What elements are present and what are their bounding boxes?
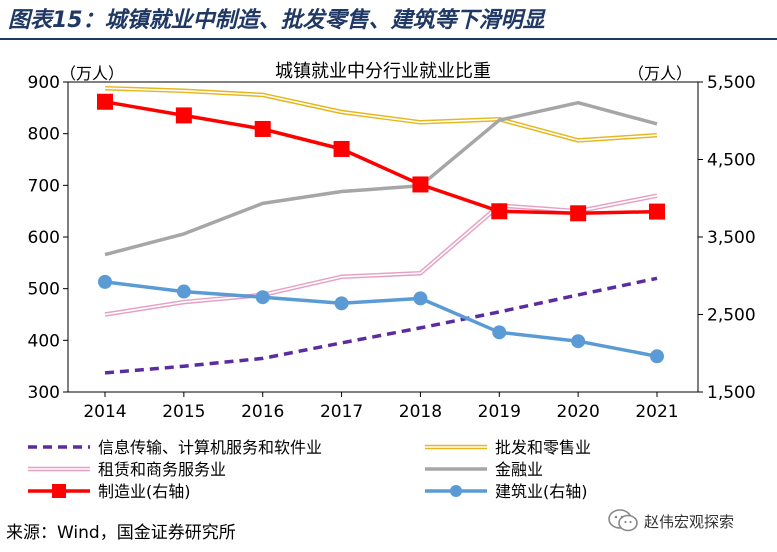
left-axis-tick-label: 900 — [28, 73, 60, 93]
figure-title: 图表15：城镇就业中制造、批发零售、建筑等下滑明显 — [8, 8, 545, 33]
data-point-circle — [255, 290, 270, 305]
legend-marker-circle — [450, 485, 462, 497]
right-axis-tick-label: 3,500 — [707, 228, 756, 248]
legend-label: 信息传输、计算机服务和软件业 — [98, 438, 322, 457]
series-layer — [97, 85, 665, 375]
series-line — [104, 100, 658, 216]
series-manufacturing — [97, 93, 665, 222]
series-construction — [98, 274, 664, 364]
left-axis-tick-label: 500 — [28, 280, 60, 300]
legend-label: 批发和零售业 — [495, 438, 591, 457]
legend-label: 建筑业(右轴) — [495, 482, 588, 501]
data-point-circle — [413, 291, 428, 306]
series-leasing — [104, 193, 658, 317]
legend-item-construction: 建筑业(右轴) — [425, 482, 588, 501]
x-axis-tick-label: 2021 — [635, 402, 678, 422]
chart-title: 城镇就业中分行业就业比重 — [275, 61, 491, 82]
left-axis-tick-label: 300 — [28, 383, 60, 403]
data-point-square — [491, 203, 508, 220]
data-point-circle — [571, 334, 586, 349]
right-axis-tick-label: 1,500 — [707, 383, 756, 403]
x-axis-tick-label: 2014 — [83, 402, 126, 422]
left-axis-tick-label: 400 — [28, 331, 60, 351]
wechat-icon — [608, 509, 638, 532]
series-line — [104, 276, 658, 375]
legend-marker-square — [52, 484, 66, 498]
data-point-circle — [492, 325, 507, 340]
brand-watermark: 赵伟宏观探索 — [608, 506, 734, 536]
legend-label: 金融业 — [495, 460, 543, 479]
axes: 300 400 500 600 700 800 900 1,500 2,500 3,500 4,50… — [28, 73, 756, 422]
series-info_tech — [104, 276, 658, 375]
series-line-inner — [104, 194, 658, 316]
series-finance — [104, 100, 658, 257]
data-point-circle — [176, 284, 191, 299]
data-point-square — [412, 176, 429, 193]
data-point-circle — [98, 274, 112, 289]
legend-item-leasing: 租赁和商务服务业 — [28, 460, 226, 479]
x-axis-tick-label: 2019 — [478, 402, 521, 422]
right-axis-unit: （万人） — [628, 64, 692, 83]
brand-name: 赵伟宏观探索 — [644, 512, 735, 531]
x-axis-tick-label: 2016 — [241, 402, 284, 422]
legend-label: 制造业(右轴) — [98, 482, 191, 501]
data-point-square — [254, 120, 271, 137]
data-point-circle — [334, 296, 349, 311]
data-point-square — [333, 140, 350, 157]
legend-item-manufacturing: 制造业(右轴) — [28, 482, 191, 501]
data-point-square — [649, 203, 665, 220]
left-axis-tick-label: 800 — [28, 125, 60, 145]
series-line — [104, 100, 658, 257]
right-axis-tick-label: 2,500 — [707, 306, 756, 326]
right-axis-tick-label: 4,500 — [707, 151, 756, 171]
x-axis-tick-label: 2015 — [162, 402, 205, 422]
legend-label: 租赁和商务服务业 — [98, 460, 226, 479]
legend-item-wholesale: 批发和零售业 — [425, 438, 591, 457]
series-wholesale — [104, 85, 658, 143]
x-axis-tick-label: 2020 — [557, 402, 600, 422]
data-point-circle — [650, 349, 664, 364]
source-note: 来源：Wind，国金证券研究所 — [6, 523, 236, 543]
data-point-square — [97, 93, 113, 110]
left-axis-unit: （万人） — [60, 64, 124, 83]
data-point-square — [175, 107, 192, 124]
right-axis-tick-label: 5,500 — [707, 73, 756, 93]
left-axis-tick-label: 700 — [28, 176, 60, 196]
legend-item-info_tech: 信息传输、计算机服务和软件业 — [28, 438, 322, 457]
series-line-inner — [104, 87, 658, 142]
legend-item-finance: 金融业 — [425, 460, 543, 479]
x-axis-tick-label: 2018 — [399, 402, 442, 422]
left-axis-tick-label: 600 — [28, 228, 60, 248]
data-point-square — [570, 205, 587, 222]
x-axis-tick-label: 2017 — [320, 402, 363, 422]
title-divider — [0, 38, 777, 40]
series-line — [104, 280, 658, 359]
